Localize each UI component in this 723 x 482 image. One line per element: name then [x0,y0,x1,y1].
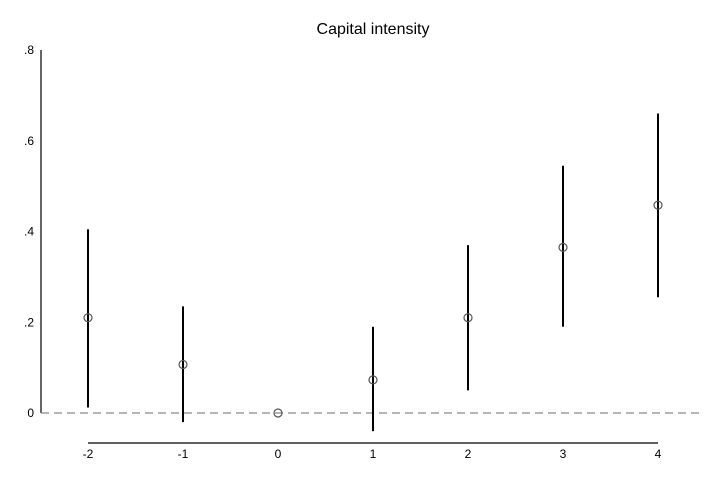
chart-title: Capital intensity [317,21,430,38]
y-tick-label: 0 [27,406,34,420]
x-tick-label: 2 [465,447,472,461]
x-tick-label: 0 [275,447,282,461]
point-estimate-marker [178,359,188,370]
x-tick-label: -1 [178,447,189,461]
y-tick-label: .6 [24,134,34,148]
point-estimate-marker [83,313,93,323]
x-tick-label: 3 [560,447,567,461]
y-tick-label: .2 [24,315,34,329]
x-tick-label: 4 [655,447,662,461]
point-estimate-marker [368,375,378,385]
point-estimate-marker [273,408,283,418]
point-estimate-marker [653,200,663,210]
x-tick-label: -2 [83,447,94,461]
point-estimate-marker [558,242,568,252]
x-tick-label: 1 [370,447,377,461]
y-tick-label: .4 [24,225,34,239]
point-estimate-marker [463,313,473,323]
y-tick-label: .8 [24,43,34,57]
